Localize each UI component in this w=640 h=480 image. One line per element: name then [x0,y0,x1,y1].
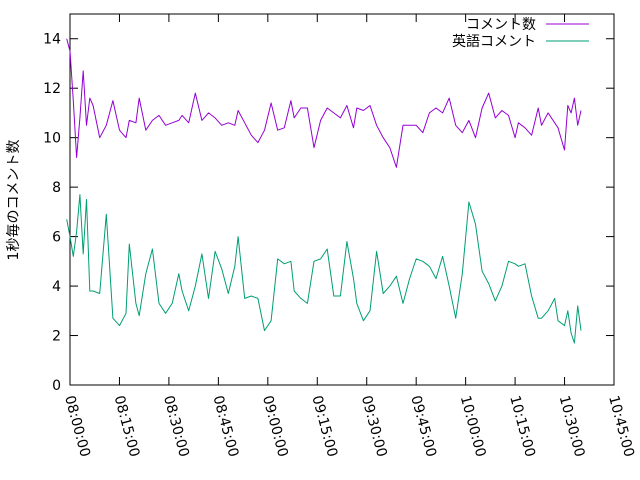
x-tick-label: 10:00:00 [457,394,489,459]
y-tick-label: 10 [43,131,61,147]
y-axis: 0 2 4 6 8 10 12 14 [43,32,614,394]
x-tick-label: 10:30:00 [556,394,588,459]
series-layer [66,38,582,344]
y-tick-label: 12 [43,81,61,97]
y-tick-label: 14 [43,32,61,48]
series-line-1 [66,38,582,168]
y-tick-label: 6 [52,230,61,246]
y-tick-label: 0 [52,378,61,394]
y-axis-title: 1秒毎のコメント数 [6,140,22,261]
plot-frame [69,13,615,386]
y-tick-label: 2 [52,329,61,345]
x-tick-label: 10:45:00 [605,394,637,459]
x-tick-label: 08:45:00 [209,394,241,459]
x-tick-label: 09:45:00 [407,394,439,459]
series-line-2 [66,194,582,344]
x-tick-label: 08:30:00 [160,394,192,459]
legend-label: コメント数 [466,17,536,33]
x-tick-label: 10:15:00 [506,394,538,459]
x-tick-label: 08:15:00 [111,394,143,459]
y-tick-label: 4 [52,279,61,295]
x-tick-label: 08:00:00 [61,394,93,459]
x-axis: 08:00:00 08:15:00 08:30:00 08:45:00 09:00:00… [61,14,637,459]
legend-label: 英語コメント [452,33,536,50]
x-tick-label: 09:15:00 [308,394,340,459]
x-tick-label: 09:30:00 [358,394,390,459]
y-tick-label: 8 [52,180,61,196]
x-tick-label: 09:00:00 [259,394,291,459]
